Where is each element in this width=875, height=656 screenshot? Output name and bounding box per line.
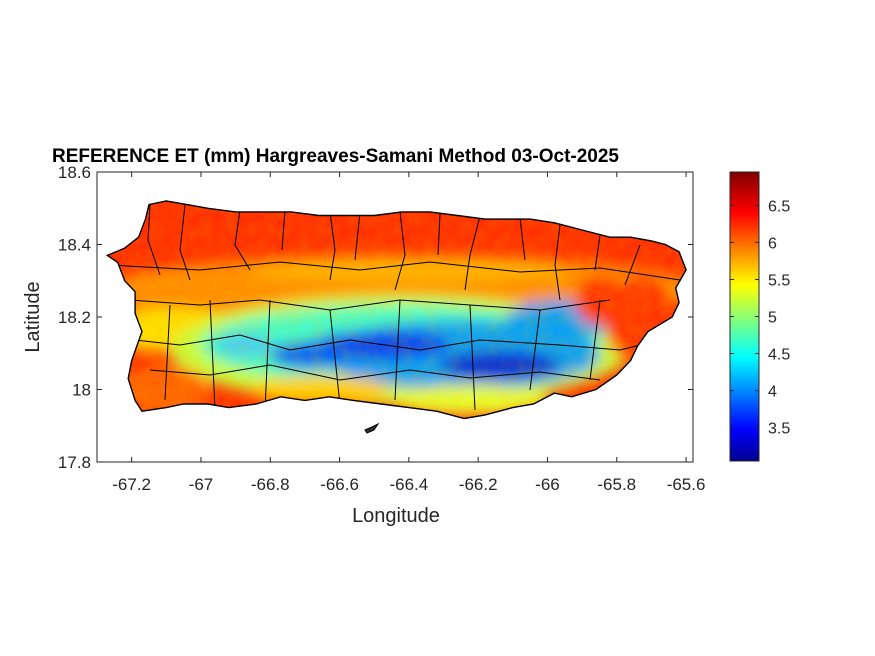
chart-title: REFERENCE ET (mm) Hargreaves-Samani Meth…	[52, 146, 619, 167]
colorbar-tick-label: 6.5	[768, 198, 790, 215]
y-axis-label: Latitude	[22, 281, 44, 352]
y-tick-label: 18.2	[58, 308, 91, 327]
heatmap-field	[107, 201, 687, 419]
x-tick-label: -66	[535, 475, 560, 494]
colorbar-tick-label: 5	[768, 310, 777, 327]
colorbar-tick-label: 6	[768, 235, 777, 252]
x-axis-ticks: -67.2 -67 -66.8 -66.6 -66.4 -66.2 -66 -65.8 -65.…	[112, 172, 705, 494]
x-tick-label: -67.2	[112, 475, 151, 494]
x-tick-label: -67	[189, 475, 214, 494]
colorbar-tick-label: 3.5	[768, 421, 790, 438]
colorbar-tick-label: 4.5	[768, 347, 790, 364]
colorbar-tick-label: 4	[768, 384, 777, 401]
y-tick-label: 18.6	[58, 163, 91, 182]
y-tick-label: 18	[72, 381, 91, 400]
coastline	[105, 200, 687, 420]
y-axis-ticks: 17.8 18 18.2 18.4 18.6	[58, 163, 693, 472]
x-tick-label: -66.6	[320, 475, 359, 494]
colorbar-ticks: 3.5 4 4.5 5 5.5 6 6.5	[730, 198, 790, 438]
x-axis-label: Longitude	[352, 505, 440, 527]
x-tick-label: -65.6	[667, 475, 706, 494]
y-tick-label: 17.8	[58, 453, 91, 472]
x-tick-label: -66.4	[389, 475, 428, 494]
x-tick-label: -65.8	[597, 475, 636, 494]
colorbar	[729, 171, 760, 462]
colorbar-tick-label: 5.5	[768, 272, 790, 289]
y-tick-label: 18.4	[58, 236, 91, 255]
municipal-boundaries	[109, 204, 681, 411]
caja-de-muertos-island	[364, 422, 380, 434]
x-tick-label: -66.2	[459, 475, 498, 494]
x-tick-label: -66.8	[251, 475, 290, 494]
